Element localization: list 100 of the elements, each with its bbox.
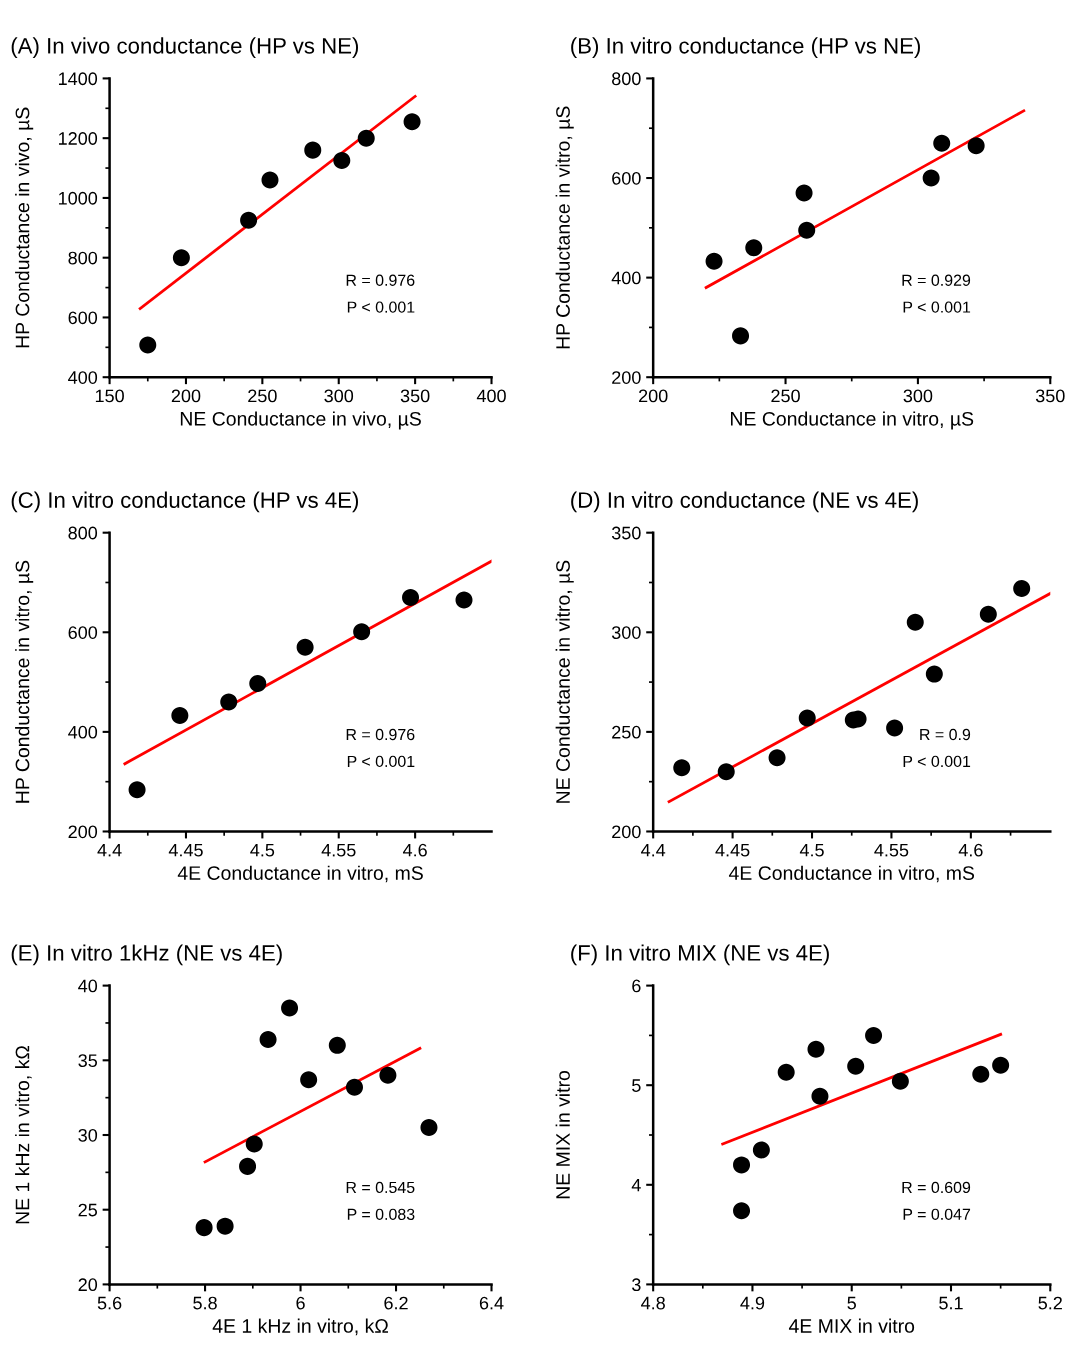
x-tick-label: 4.45 — [715, 843, 750, 857]
x-tick-label: 4.8 — [641, 1296, 665, 1310]
y-tick-label: 250 — [612, 725, 641, 739]
annotation: R = 0.976 — [346, 728, 415, 741]
annotation: P < 0.001 — [347, 301, 415, 313]
y-tick-label: 800 — [68, 251, 98, 265]
x-tick-label: 4.4 — [97, 843, 122, 857]
point — [128, 781, 146, 799]
point — [925, 665, 943, 683]
x-tick-label: 6.2 — [384, 1296, 408, 1310]
x-tick-label: 5.1 — [939, 1296, 963, 1310]
x-axis-title: 4E Conductance in vitro, mS — [728, 865, 975, 883]
point — [795, 184, 813, 202]
y-tick-label: 200 — [612, 371, 641, 384]
y-tick-label: 400 — [68, 371, 98, 384]
y-tick-label: 35 — [78, 1054, 98, 1068]
y-tick-label: 300 — [611, 626, 641, 640]
y-tick-label: 30 — [78, 1128, 98, 1142]
x-tick-label: 350 — [400, 389, 430, 403]
point — [733, 1202, 751, 1220]
x-tick-label: 6 — [296, 1296, 305, 1310]
x-tick-label: 5.2 — [1038, 1296, 1062, 1310]
point — [220, 693, 238, 711]
point — [992, 1056, 1010, 1074]
annotation: P < 0.001 — [903, 755, 971, 768]
point — [300, 1071, 318, 1089]
y-tick-label: 20 — [78, 1278, 98, 1292]
point — [455, 591, 473, 609]
annotation: P < 0.001 — [903, 301, 971, 313]
point — [777, 1063, 795, 1081]
y-tick-label: 25 — [78, 1203, 98, 1217]
x-tick-label: 4.55 — [321, 843, 356, 857]
point — [345, 1078, 363, 1096]
y-tick-label: 6 — [632, 979, 641, 993]
point — [239, 1157, 257, 1175]
x-tick-label: 5.6 — [97, 1296, 122, 1310]
x-tick-label: 6.4 — [479, 1296, 504, 1310]
point — [752, 1141, 770, 1159]
point — [333, 152, 351, 170]
y-tick-label: 600 — [612, 171, 641, 185]
point — [139, 336, 157, 354]
y-tick-label: 600 — [68, 311, 98, 325]
y-tick-label: 1400 — [58, 72, 98, 86]
point — [906, 613, 924, 631]
y-tick-label: 3 — [632, 1278, 641, 1292]
annotation: P = 0.047 — [903, 1208, 971, 1220]
x-tick-label: 300 — [324, 389, 354, 403]
x-tick-label: 300 — [903, 389, 933, 403]
point — [717, 763, 735, 781]
x-tick-label: 4.6 — [958, 843, 983, 857]
x-tick-label: 4.5 — [799, 843, 824, 857]
x-axis-title: 4E Conductance in vitro, mS — [177, 865, 423, 883]
point — [240, 211, 258, 229]
point — [420, 1119, 438, 1137]
x-tick-label: 4.5 — [250, 843, 275, 857]
point — [304, 141, 322, 159]
point — [807, 1040, 825, 1058]
y-axis-title: NE 1 kHz in vitro, kΩ — [15, 1045, 32, 1224]
point — [353, 623, 371, 641]
y-axis-title: HP Conductance in vitro, µS — [15, 560, 34, 803]
point — [768, 749, 786, 767]
y-tick-label: 600 — [68, 626, 98, 640]
point — [281, 999, 299, 1017]
point — [979, 605, 997, 623]
x-tick-label: 4.6 — [402, 843, 427, 857]
x-tick-label: 350 — [1035, 389, 1065, 403]
point — [673, 759, 691, 777]
annotation: R = 0.545 — [346, 1181, 415, 1194]
point — [886, 719, 904, 737]
y-tick-label: 800 — [68, 526, 98, 540]
point — [249, 675, 267, 693]
point — [403, 113, 421, 131]
x-tick-label: 4.4 — [641, 843, 666, 857]
point — [1013, 579, 1031, 597]
y-axis-title: HP Conductance in vivo, µS — [15, 107, 34, 348]
y-tick-label: 1200 — [58, 132, 98, 145]
point — [811, 1087, 829, 1105]
y-tick-label: 200 — [612, 825, 641, 839]
y-tick-label: 40 — [78, 979, 98, 993]
x-axis-title: NE Conductance in vivo, µS — [180, 411, 421, 430]
chart-title: (B) In vitro conductance (HP vs NE) — [571, 37, 920, 59]
x-tick-label: 150 — [95, 389, 124, 403]
point — [261, 171, 279, 189]
point — [296, 638, 314, 656]
x-tick-label: 200 — [171, 389, 201, 403]
point — [216, 1217, 234, 1235]
point — [357, 129, 375, 147]
x-tick-label: 4.55 — [874, 843, 909, 857]
point — [847, 1057, 865, 1075]
x-tick-label: 250 — [771, 389, 800, 403]
point — [705, 252, 723, 270]
chart-title: (C) In vitro conductance (HP vs 4E) — [11, 491, 359, 513]
point — [972, 1065, 990, 1083]
chart-title: (D) In vitro conductance (NE vs 4E) — [571, 491, 918, 513]
x-tick-label: 5.8 — [193, 1296, 217, 1310]
point — [245, 1135, 263, 1153]
point — [865, 1026, 883, 1044]
point — [732, 327, 750, 345]
x-tick-label: 5 — [847, 1296, 856, 1310]
chart-title: (F) In vitro MIX (NE vs 4E) — [571, 944, 829, 966]
